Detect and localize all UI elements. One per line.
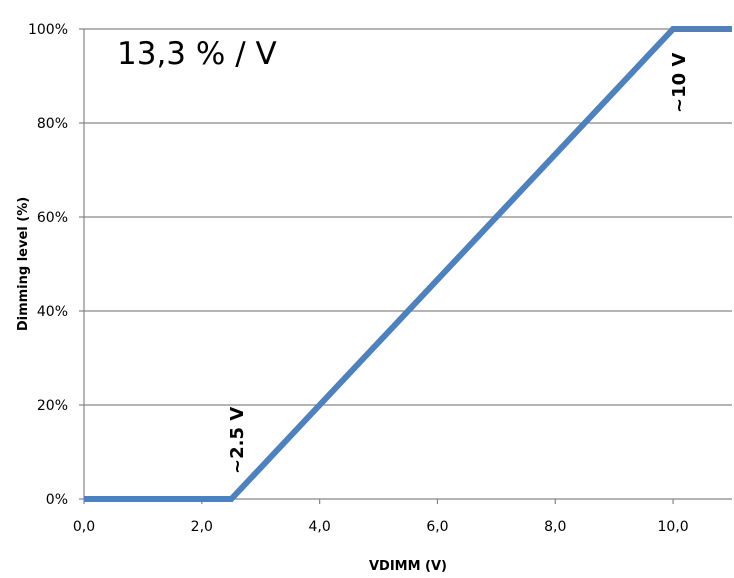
y-tick-label: 0% bbox=[46, 492, 68, 508]
y-tick-label: 60% bbox=[37, 210, 68, 226]
x-axis-title: VDIMM (V) bbox=[369, 559, 447, 574]
series-line bbox=[84, 26, 732, 502]
axes bbox=[79, 28, 732, 504]
y-tick-label: 80% bbox=[37, 116, 68, 132]
grid-lines bbox=[84, 28, 732, 406]
y-tick-label: 100% bbox=[28, 22, 68, 38]
x-tick-label: 8,0 bbox=[544, 519, 566, 535]
low-threshold-annotation: ~2.5 V bbox=[227, 407, 248, 474]
high-threshold-annotation: ~10 V bbox=[669, 53, 690, 113]
y-tick-label: 20% bbox=[37, 398, 68, 414]
tick-labels: 0% 20% 40% 60% 80% 100% 0,0 2,0 4,0 6,0 8,0 10,0 bbox=[28, 22, 689, 535]
x-tick-label: 10,0 bbox=[658, 519, 689, 535]
slope-annotation: 13,3 % / V bbox=[117, 36, 277, 72]
x-tick-label: 4,0 bbox=[309, 519, 331, 535]
x-tick-label: 0,0 bbox=[73, 519, 95, 535]
y-axis-title: Dimming level (%) bbox=[16, 197, 31, 331]
x-tick-label: 2,0 bbox=[191, 519, 213, 535]
series-layer bbox=[84, 26, 732, 502]
x-tick-label: 6,0 bbox=[426, 519, 448, 535]
y-tick-label: 40% bbox=[37, 304, 68, 320]
